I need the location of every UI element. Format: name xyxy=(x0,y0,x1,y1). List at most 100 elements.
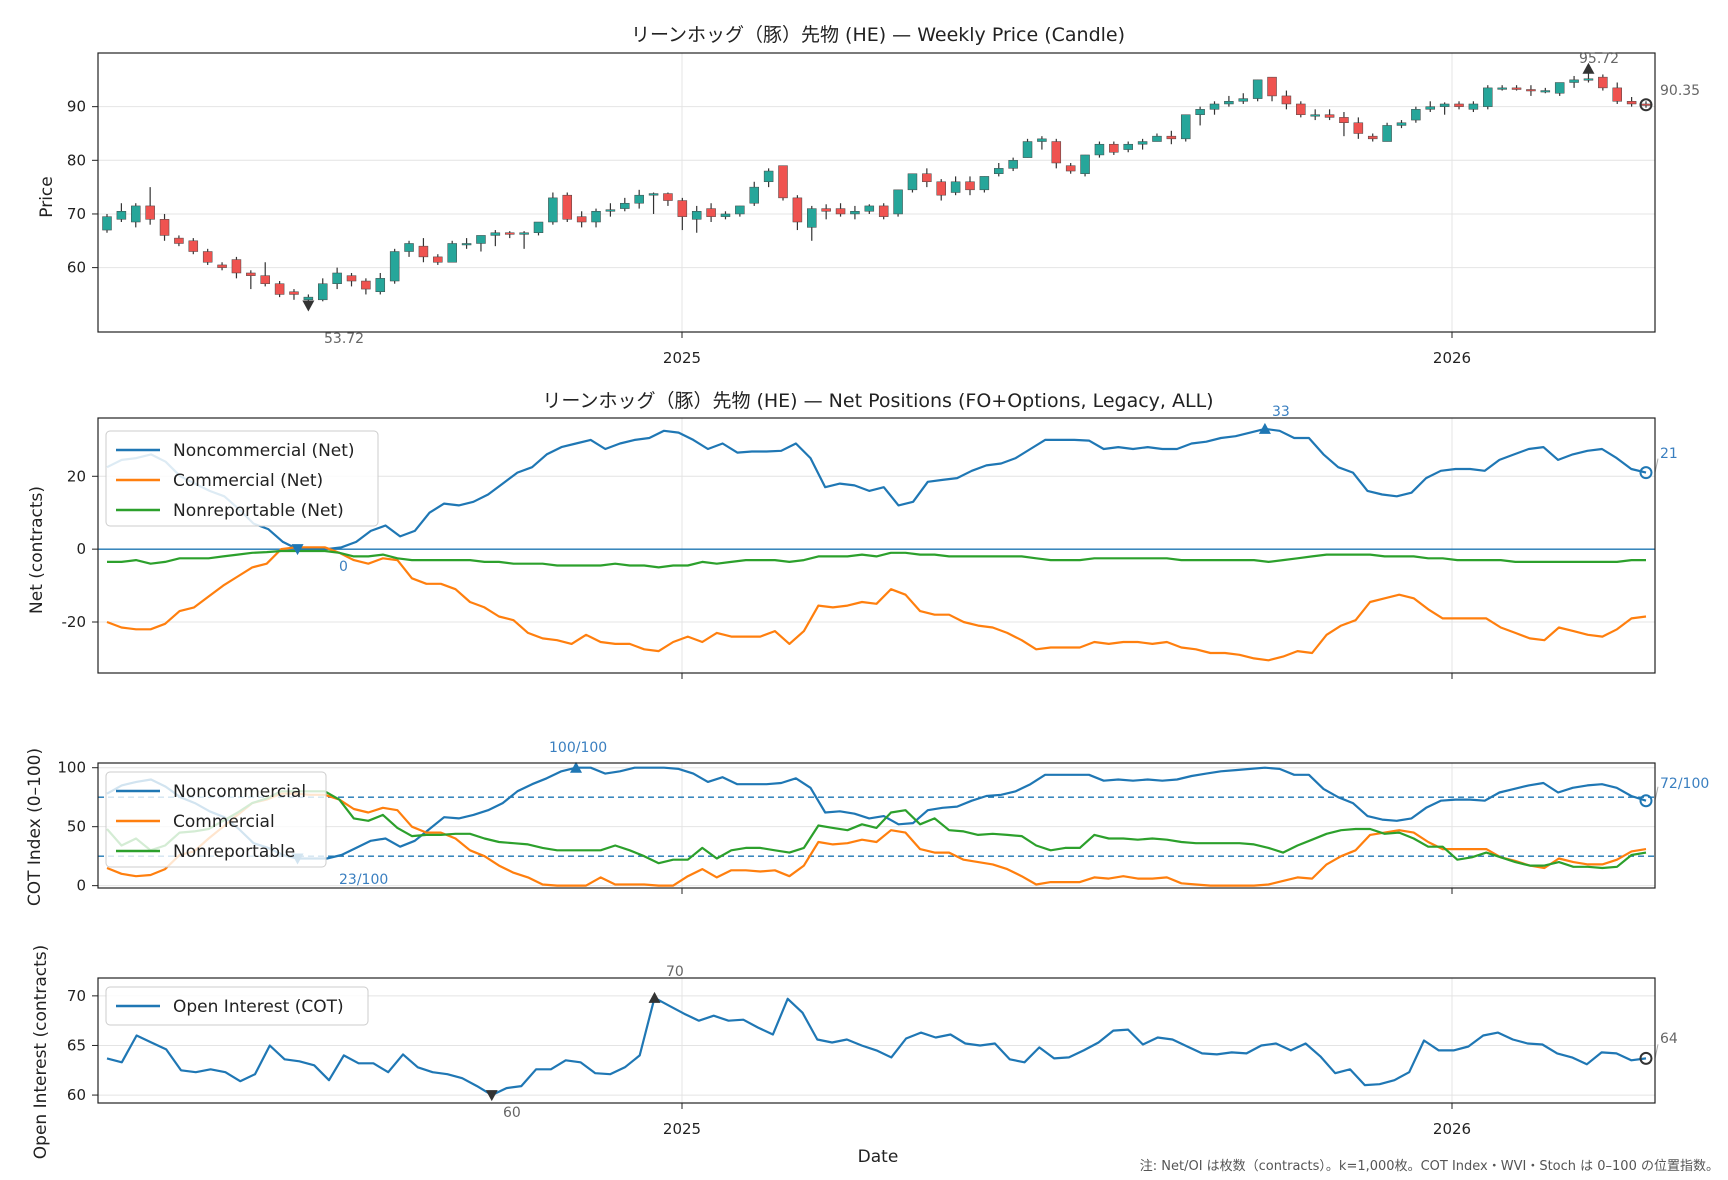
candle-body xyxy=(648,193,659,196)
candle-body xyxy=(792,197,803,223)
candle-body xyxy=(1267,76,1277,97)
candle-body xyxy=(317,283,328,301)
candle-body xyxy=(576,216,587,223)
candle-body xyxy=(994,168,1004,174)
candle-body xyxy=(1008,160,1018,169)
cot-legend-noncomm: Noncommercial xyxy=(173,782,306,802)
price-xtick-2026: 2026 xyxy=(1433,349,1471,367)
candle-body xyxy=(1166,135,1177,140)
candle-body xyxy=(677,200,688,217)
footnote: 注: Net/OI は枚数（contracts）。k=1,000枚。COT In… xyxy=(1140,1159,1719,1174)
candle-body xyxy=(217,264,227,268)
candle-body xyxy=(1065,165,1076,172)
candle-body xyxy=(490,232,501,236)
candle-body xyxy=(418,245,429,258)
candle-body xyxy=(1353,122,1364,134)
cot-series-comm xyxy=(106,792,1647,887)
oi-axes-frame xyxy=(97,977,1656,1104)
candle-body xyxy=(332,272,342,284)
candle-body xyxy=(246,272,256,276)
candle-body xyxy=(533,221,544,233)
price-last-annotation: 90.35 xyxy=(1660,83,1700,99)
cot-legend: Noncommercial Commercial Nonreportable xyxy=(105,771,327,868)
candle-body xyxy=(303,296,314,301)
candle-body xyxy=(159,219,170,236)
candle-body xyxy=(188,240,199,252)
price-xtick-2025: 2025 xyxy=(663,349,701,367)
net-last-annotation: 21 xyxy=(1660,446,1678,462)
price-ytick-label: 90 xyxy=(67,98,86,116)
oi-xlabel: Date xyxy=(858,1147,899,1167)
candle-body xyxy=(1022,141,1033,158)
candle-body xyxy=(1123,143,1133,150)
cot-ylabel: COT Index (0–100) xyxy=(25,748,45,906)
candle-body xyxy=(375,278,386,293)
candle-body xyxy=(1152,135,1162,142)
candle-body xyxy=(778,165,788,199)
candle-body xyxy=(1281,95,1292,105)
cot-legend-box xyxy=(105,771,327,868)
candle-body xyxy=(1411,109,1421,121)
net-ylabel: Net (contracts) xyxy=(27,486,47,614)
candle-body xyxy=(1339,117,1349,123)
candle-body xyxy=(1209,103,1220,110)
candle-body xyxy=(1296,103,1306,115)
candle-body xyxy=(835,208,846,215)
net-min-marker xyxy=(291,544,304,556)
net-series-comm xyxy=(106,546,1647,662)
candle-body xyxy=(1037,138,1047,142)
cot-min-annotation: 23/100 xyxy=(339,872,388,888)
candle-body xyxy=(1497,87,1507,90)
net-ytick-label: 0 xyxy=(76,540,86,558)
cot-last-annotation: 72/100 xyxy=(1660,776,1709,792)
open-interest-panel: 60 65 70 Open Interest (contracts) 2025 20… xyxy=(31,945,1678,1167)
net-positions-panel: リーンホッグ（豚）先物 (HE) — Net Positions (FO+Opt… xyxy=(27,390,1678,679)
candle-body xyxy=(274,283,285,295)
candle-body xyxy=(389,251,400,282)
candle-body xyxy=(1109,143,1119,153)
candle-body xyxy=(1569,79,1579,83)
price-ytick-label: 80 xyxy=(67,151,86,169)
net-title: リーンホッグ（豚）先物 (HE) — Net Positions (FO+Opt… xyxy=(542,390,1213,412)
net-legend-noncomm: Noncommercial (Net) xyxy=(173,441,355,461)
candle-body xyxy=(922,173,932,183)
cot-max-marker xyxy=(570,761,583,773)
candle-body xyxy=(634,194,644,204)
candle-body xyxy=(1598,76,1608,89)
candle-body xyxy=(1540,90,1551,93)
candle-body xyxy=(404,243,414,252)
net-min-annotation: 0 xyxy=(339,559,348,575)
cot-legend-nonrep: Nonreportable xyxy=(173,842,295,862)
candle-body xyxy=(1180,114,1191,140)
candle-body xyxy=(504,232,515,235)
oi-ytick-label: 60 xyxy=(67,1086,86,1104)
candle-body xyxy=(433,256,443,263)
candle-body xyxy=(965,181,975,191)
candle-body xyxy=(260,275,270,284)
candle-body xyxy=(1554,82,1565,94)
candle-body xyxy=(1526,89,1536,92)
candle-body xyxy=(1396,122,1407,126)
cot-ytick-label: 50 xyxy=(67,818,86,836)
net-legend: Noncommercial (Net) Commercial (Net) Non… xyxy=(105,430,379,527)
candle-body xyxy=(807,208,817,228)
candle-body xyxy=(850,211,860,215)
candle-body xyxy=(1382,125,1392,142)
oi-last-marker xyxy=(1639,1051,1653,1065)
candle-body xyxy=(1238,98,1249,102)
candle-body xyxy=(720,213,731,217)
net-legend-nonrep: Nonreportable (Net) xyxy=(173,501,344,521)
candle-body xyxy=(706,208,716,217)
net-legend-box xyxy=(105,430,379,527)
oi-legend-box xyxy=(105,986,369,1026)
candle-body xyxy=(289,291,299,295)
candle-body xyxy=(346,275,357,282)
candle-body xyxy=(907,173,918,191)
candle-body xyxy=(1468,103,1479,110)
candle-body xyxy=(231,259,242,274)
cot-max-annotation: 100/100 xyxy=(549,740,607,756)
net-ytick-label: 20 xyxy=(67,467,86,485)
cot-series-noncomm xyxy=(106,766,1647,860)
